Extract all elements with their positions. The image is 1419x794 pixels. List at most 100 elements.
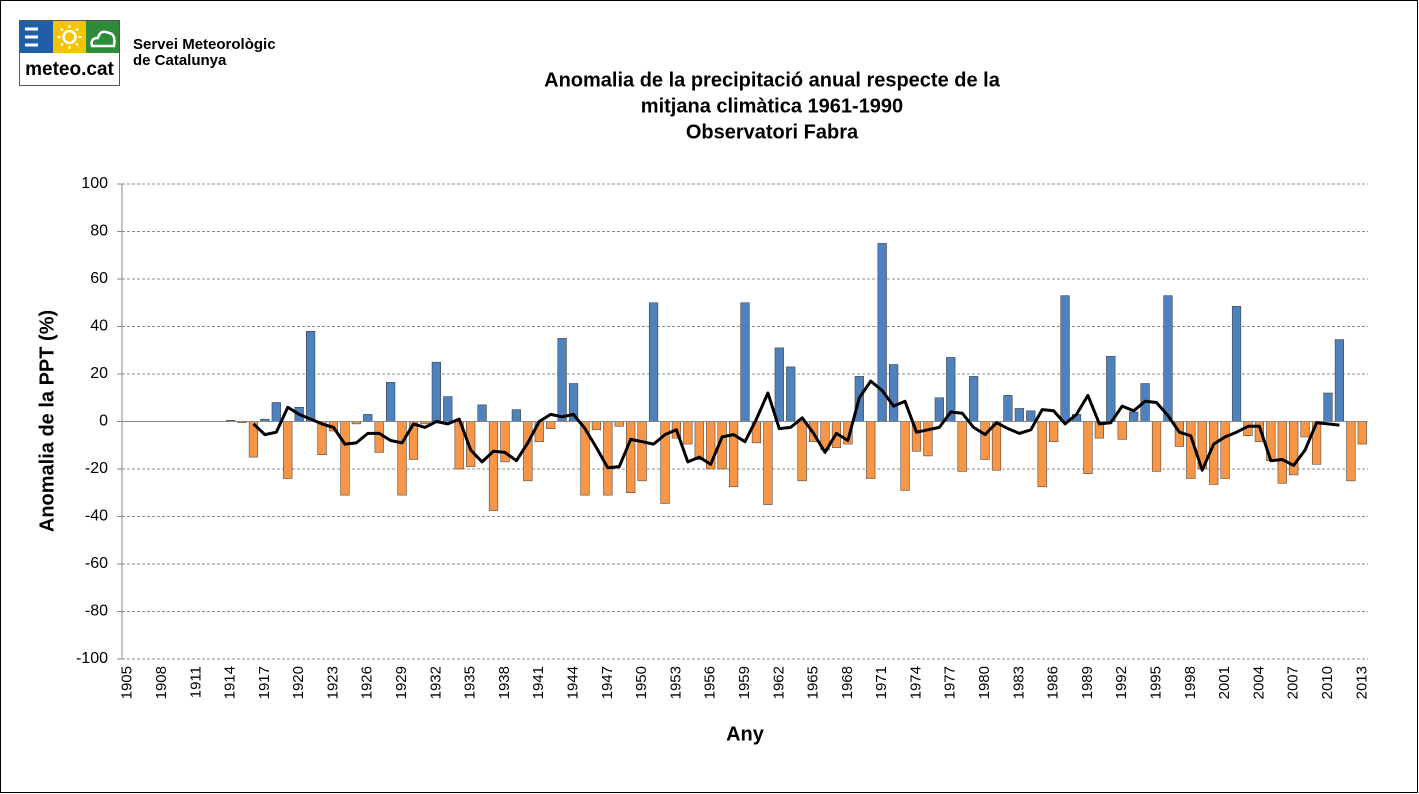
bar [1220,421,1230,479]
bar [1346,421,1356,482]
x-tick-label: 2007 [1285,666,1302,699]
bar [889,364,899,422]
bar [1151,421,1162,472]
x-tick-label: 1974 [907,666,924,699]
bar [786,366,796,422]
bar [648,302,659,422]
x-tick-label: 1989 [1079,666,1096,699]
bar [763,421,773,505]
organization: Servei Meteorològic [133,36,276,53]
bar [1277,421,1287,484]
bar [591,421,601,431]
x-tick-label: 1983 [1010,666,1027,699]
y-tick-label: -40 [85,508,108,525]
y-tick-label: 40 [90,318,108,335]
x-tick-label: 1929 [393,666,410,699]
x-tick-label: 1947 [599,666,616,699]
bar [1323,392,1333,422]
bar [1037,421,1047,488]
bar [1026,410,1036,422]
bar [1003,395,1013,422]
bar [557,338,567,422]
bar [1334,339,1345,422]
x-tick-label: 1980 [976,666,993,699]
chart-title: mitjana climàtica 1961-1990 [641,95,903,117]
x-tick-label: 1938 [496,666,513,699]
bar [283,421,293,479]
bar [431,361,441,422]
x-tick-label: 1959 [736,666,753,699]
x-tick-label: 1905 [119,666,136,699]
x-tick-label: 1926 [359,666,376,699]
bar [271,402,281,422]
x-tick-label: 2004 [1250,666,1267,699]
x-tick-label: 1950 [633,666,650,699]
bar [1129,411,1139,422]
bar [1163,295,1173,422]
x-tick-label: 1914 [222,666,239,699]
x-tick-label: 1911 [187,666,204,698]
bar [980,421,990,460]
bar [306,331,316,422]
x-tick-label: 2013 [1353,666,1370,699]
chart-title: Anomalia de la precipitació anual respec… [544,69,1001,91]
bar [1083,421,1093,474]
bar [1186,421,1196,479]
bar [1357,421,1367,445]
bar [637,421,647,482]
organization: de Catalunya [133,52,227,69]
x-tick-label: 1923 [324,666,341,699]
logo: meteo.cat [19,20,120,86]
bar [511,409,521,422]
bar [488,421,499,511]
x-tick-label: 1941 [530,666,547,699]
x-tick-label: 1971 [873,666,890,699]
y-tick-label: -20 [85,460,108,477]
bar [900,421,910,491]
bar [683,421,693,445]
bar [969,376,979,422]
x-tick-label: 1992 [1113,666,1130,699]
bar [386,382,396,422]
bar [1231,306,1242,422]
bar [317,421,327,455]
bar [694,421,704,460]
bar [1106,355,1116,422]
bar [728,421,739,488]
bar [546,421,556,429]
x-tick-label: 1965 [805,666,822,699]
x-tick-label: 1953 [667,666,684,699]
y-tick-label: 20 [90,365,108,382]
x-axis-label: Any [726,723,765,745]
bar [1300,421,1310,438]
y-tick-label: -100 [76,650,108,667]
x-tick-label: 2010 [1319,666,1336,699]
bar [774,347,784,422]
x-tick-label: 1956 [702,666,719,699]
bar [477,404,487,422]
bar [866,421,876,479]
x-tick-label: 1944 [565,666,582,699]
x-tick-label: 1998 [1182,666,1199,699]
y-tick-label: 100 [81,175,108,192]
x-tick-label: 1917 [256,666,273,699]
bar [957,421,967,472]
bar [934,397,944,422]
bar [1289,421,1299,476]
bar [340,421,350,496]
x-tick-label: 1968 [839,666,856,699]
bar [363,414,373,422]
x-tick-label: 1977 [942,666,959,699]
x-tick-label: 1995 [1147,666,1164,699]
moving-average-line [252,379,1340,472]
y-tick-label: 80 [90,223,108,240]
y-tick-label: -80 [85,603,108,620]
bar [626,421,636,493]
x-tick-label: 1908 [153,666,170,699]
y-tick-label: 60 [90,270,108,287]
x-tick-label: 2001 [1216,666,1233,699]
bar [740,302,750,422]
y-tick-label: 0 [99,413,108,430]
